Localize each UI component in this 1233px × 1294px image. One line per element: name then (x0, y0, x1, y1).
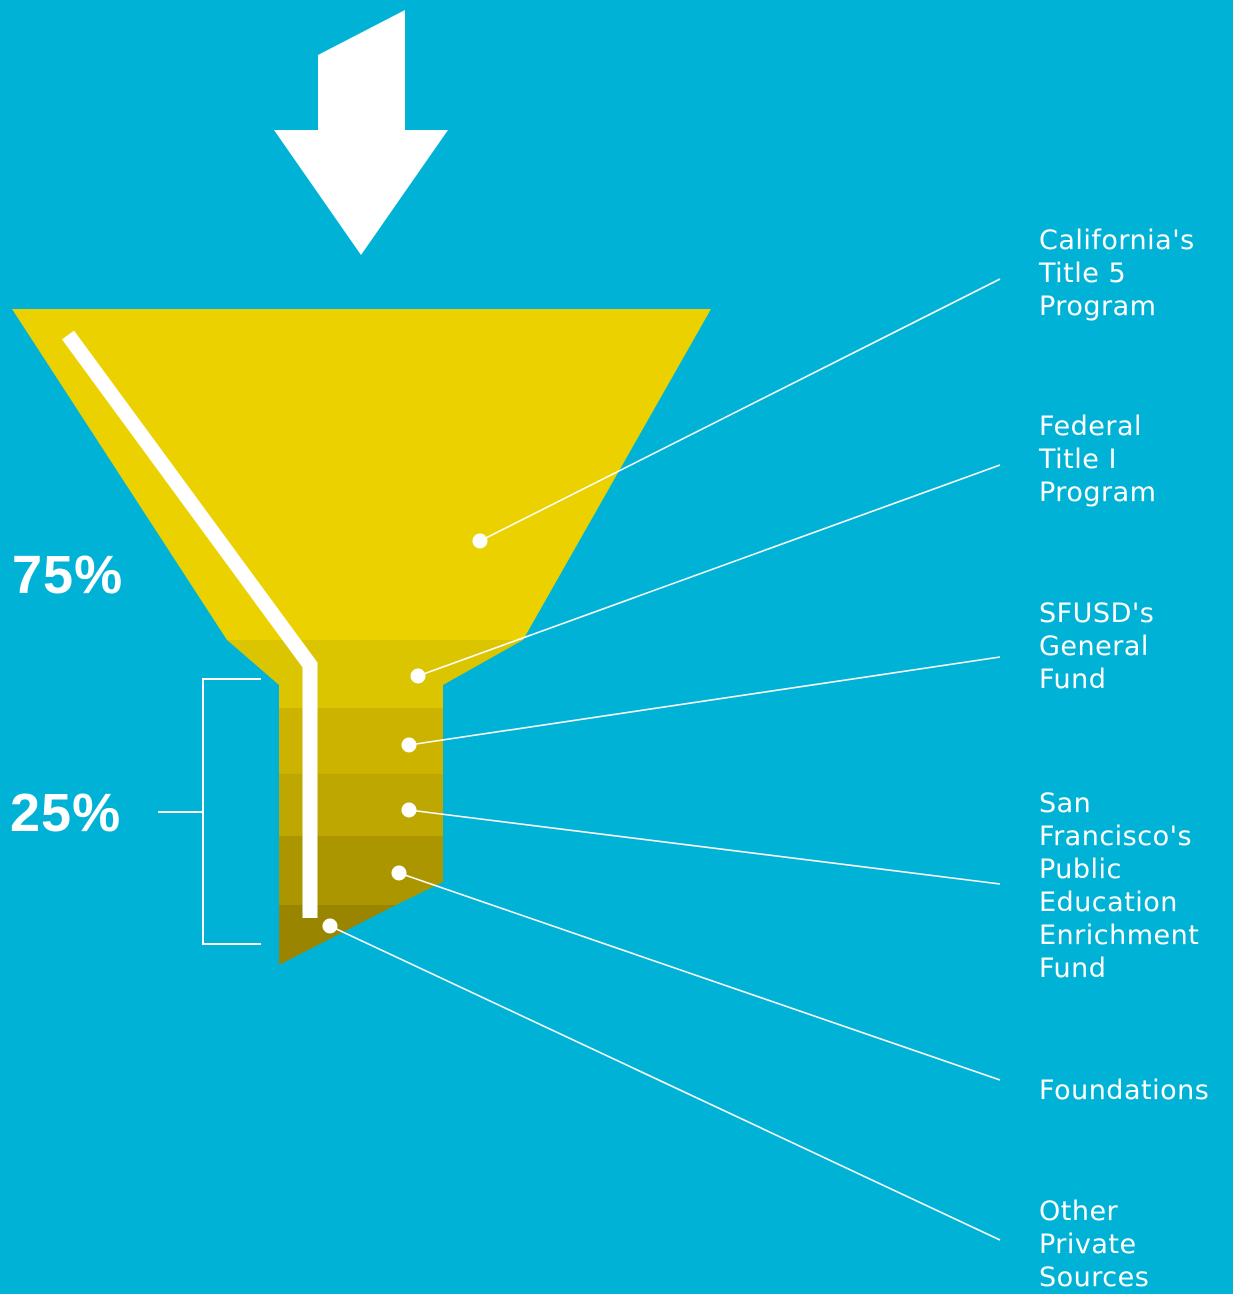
down-arrow-icon (274, 10, 448, 255)
leader-dot-6 (322, 918, 338, 934)
leader-dot-4 (401, 802, 417, 818)
leader-line-4 (408, 809, 1001, 885)
leader-line-6 (329, 925, 1001, 1241)
leader-line-2 (417, 464, 1001, 677)
label-sf-peef: San Francisco's Public Education Enrichm… (1039, 788, 1200, 984)
leader-line-5 (398, 872, 1001, 1081)
percent-75: 75% (12, 545, 124, 605)
leader-dot-2 (410, 668, 426, 684)
label-foundations: Foundations (1039, 1075, 1210, 1106)
leader-dot-1 (472, 533, 488, 549)
funnel-band-5 (279, 905, 396, 965)
label-federal-title-i: Federal Title I Program (1039, 411, 1157, 508)
leader-dot-5 (391, 865, 407, 881)
funnel-band-1 (227, 640, 523, 708)
funnel-cone (12, 309, 711, 640)
label-other-private-sources: Other Private Sources (1039, 1196, 1150, 1293)
percent-25: 25% (10, 783, 122, 843)
funnel-band-4 (279, 836, 443, 905)
label-california-title-5: California's Title 5 Program (1039, 225, 1195, 322)
bracket-25 (202, 678, 261, 945)
funnel-highlight (61, 330, 318, 918)
label-sfusd-general-fund: SFUSD's General Fund (1039, 598, 1155, 695)
leader-line-1 (479, 278, 1001, 542)
leader-line-3 (408, 656, 1001, 746)
leader-dot-3 (401, 737, 417, 753)
